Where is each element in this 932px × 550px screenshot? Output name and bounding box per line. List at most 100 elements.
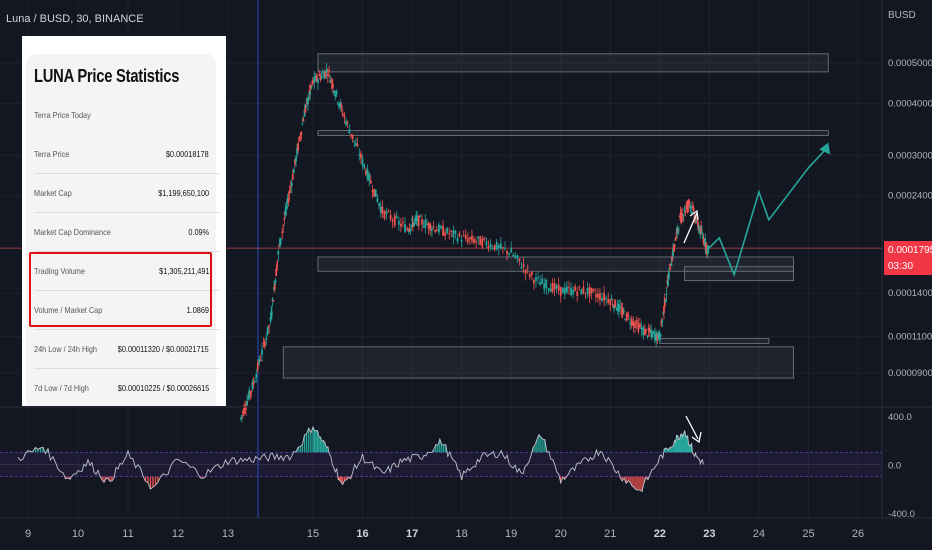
candle [605,297,608,300]
candle [495,241,498,250]
currency-label: BUSD [888,10,916,21]
candle [508,253,511,255]
sr-zone [659,337,770,344]
candle [422,225,425,228]
candle [535,277,537,281]
candle [504,247,506,249]
up-arrow [683,212,698,244]
candle [473,239,475,244]
y-tick-label: 0.00009000 [888,368,932,379]
candle [303,110,306,117]
stat-value: $0.00011320 / $0.00021715 [118,344,209,354]
candle [255,373,258,378]
candle [471,235,473,241]
candle [280,238,283,241]
candle [369,180,372,184]
candle [429,223,432,232]
candle [312,80,314,84]
candle [346,121,349,123]
candle [373,188,376,197]
x-tick-label: 26 [852,528,864,540]
candle [657,331,660,339]
candle [665,293,668,295]
candle [635,319,638,324]
candle [610,298,613,300]
candle [313,76,316,83]
candle [273,284,276,290]
candle [333,90,335,94]
candle [549,288,552,292]
candle [458,233,461,237]
candle [477,236,480,239]
candle [281,231,284,233]
candle [426,223,428,225]
candle [640,327,643,330]
candle [284,209,287,215]
candle [424,219,427,228]
candle [448,233,451,235]
candle [454,231,457,234]
candle [299,135,302,139]
candle [568,287,570,289]
candle [594,294,597,297]
stat-value: $1,199,650,100 [158,188,209,198]
candle [528,274,531,277]
candle [259,359,262,361]
candle [334,94,337,97]
candle [651,332,654,338]
candle [245,407,247,409]
candle [274,279,277,284]
candle [239,417,242,419]
candle [607,298,610,303]
candle [592,289,595,291]
candle [664,300,667,303]
candle [695,220,698,222]
candle [706,246,709,254]
down-arrow-head [691,431,702,444]
candle [290,182,293,187]
cci-tick-label: 400.0 [888,412,912,423]
price-candles [239,62,710,423]
candle [647,327,650,332]
stat-row-market-cap: Market Cap $1,199,650,100 [34,173,219,213]
candle [656,334,659,340]
candle [387,210,390,212]
candle [323,73,326,79]
candle [645,329,648,331]
cci-tick-label: 0.0 [888,461,901,472]
candle [674,238,677,241]
candle [410,224,413,227]
candle [514,255,517,258]
candle [288,190,291,194]
x-tick-label: 23 [703,528,715,540]
candle [442,225,444,236]
candle [244,404,246,411]
sr-zone [282,346,794,379]
candle [450,230,453,232]
sr-zone [317,130,829,136]
candle [402,222,404,224]
candle [659,334,662,337]
stat-label: Trading Volume [34,266,85,276]
symbol-label: Luna / BUSD, 30, BINANCE [6,13,144,25]
candle [240,415,243,417]
candle [243,407,245,415]
candle [701,236,704,239]
candle [379,206,382,213]
candle [561,287,564,294]
candle [466,238,469,243]
candle [624,319,627,321]
last-price-tag: 0.00017955 03:30 [884,241,932,275]
candle [502,247,504,249]
candle [574,286,577,291]
candle [277,251,280,255]
candle [547,288,550,291]
candle [613,305,615,309]
x-tick-label: 16 [356,528,368,540]
candle [644,329,646,336]
candle [340,104,343,108]
candle [412,222,415,226]
candle [309,91,312,95]
